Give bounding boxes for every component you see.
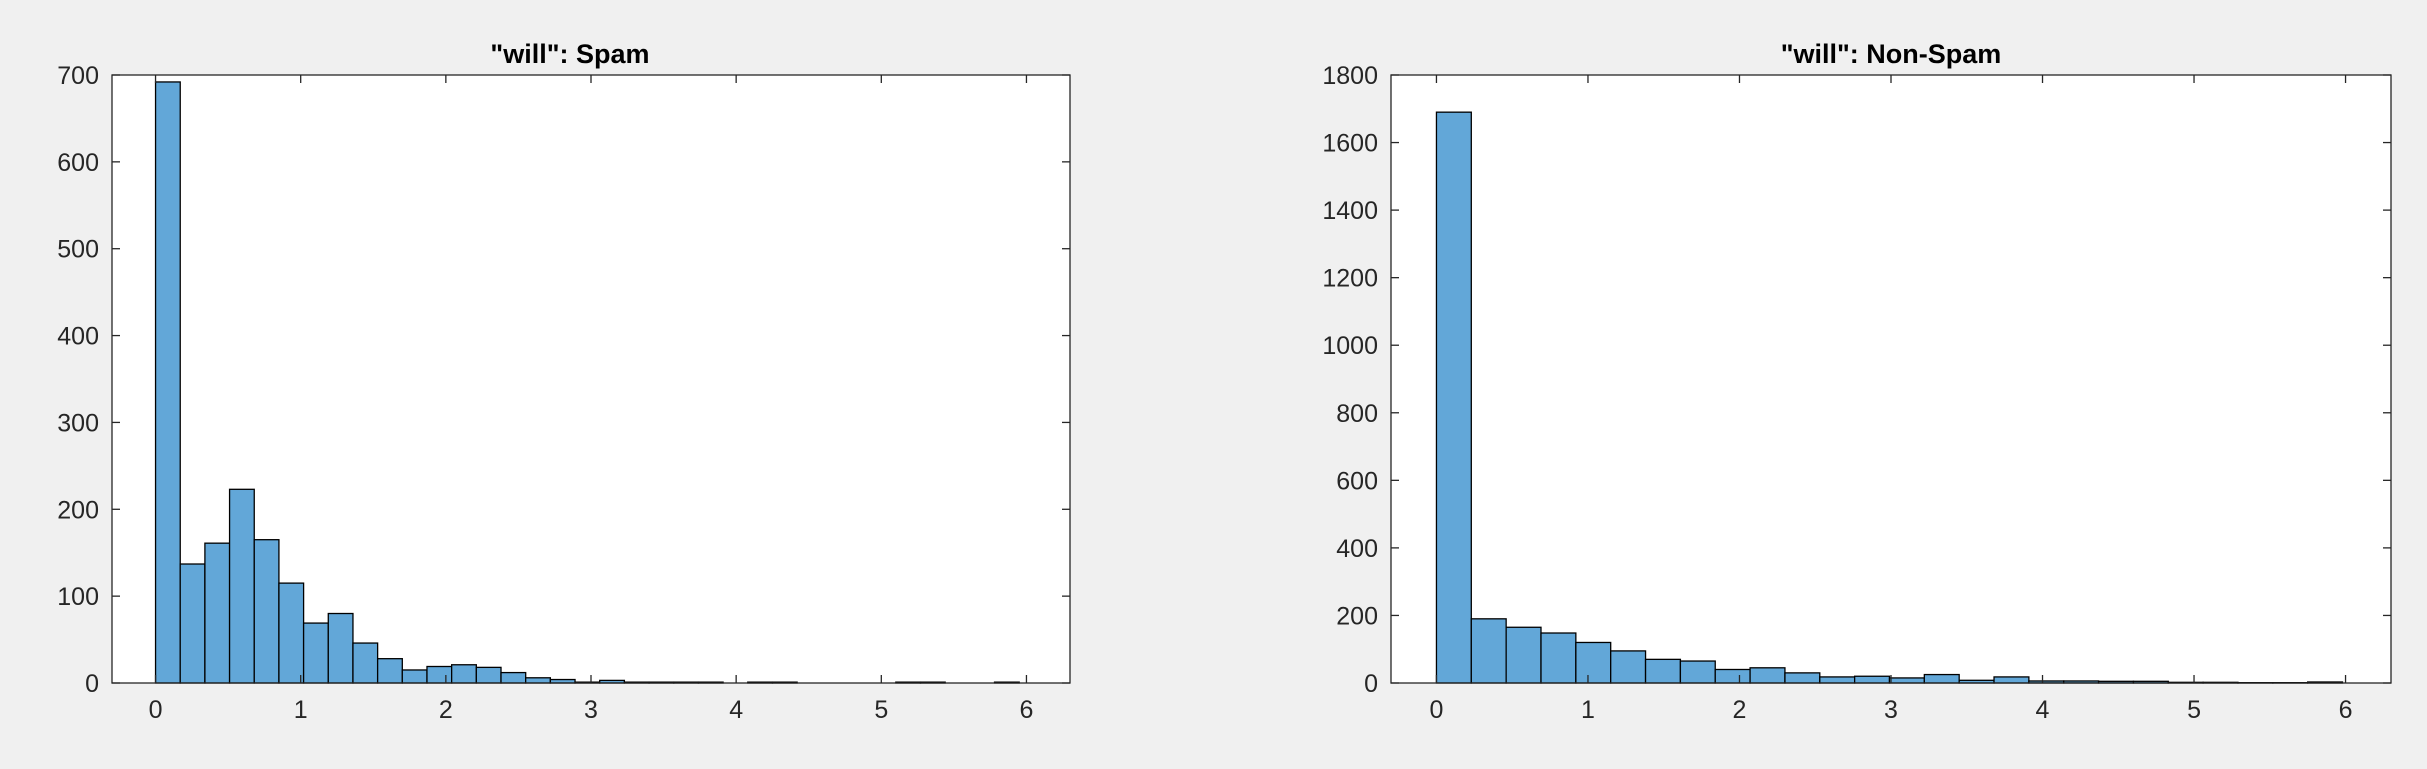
y-tick-label: 400	[1336, 535, 1378, 563]
histogram-bar	[450, 664, 477, 684]
histogram-bar	[500, 671, 527, 684]
x-tick-label: 4	[2036, 696, 2050, 724]
histogram-bar	[1505, 626, 1542, 684]
x-tick-label: 6	[1020, 696, 1034, 724]
x-tick-label: 2	[439, 696, 453, 724]
histogram-bar	[1714, 668, 1751, 684]
x-tick-label: 3	[1884, 696, 1898, 724]
histogram-bar	[179, 563, 206, 684]
histogram-bar	[401, 669, 428, 684]
histogram-bar	[1679, 660, 1716, 684]
histogram-bar	[1784, 672, 1821, 684]
histogram-bar	[278, 582, 305, 684]
histogram-bar	[1853, 675, 1891, 684]
histogram-bar	[426, 665, 453, 684]
histogram-bar	[1819, 676, 1856, 684]
y-tick-label: 400	[57, 323, 99, 351]
histogram-bar	[525, 677, 552, 684]
x-tick-label: 0	[1430, 696, 1444, 724]
histogram-bar	[1993, 676, 2030, 684]
histogram-bar	[376, 658, 403, 684]
histogram-bar	[154, 81, 181, 684]
y-tick-label: 600	[57, 149, 99, 177]
y-tick-label: 600	[1336, 467, 1378, 495]
histogram-bar	[1540, 632, 1577, 684]
y-tick-label: 1000	[1322, 332, 1378, 360]
x-tick-label: 1	[294, 696, 308, 724]
y-tick-label: 1600	[1322, 130, 1378, 158]
histogram-bar	[204, 542, 231, 684]
bars	[154, 81, 1020, 684]
histogram-bar	[352, 642, 379, 684]
chart-title: "will": Non-Spam	[1781, 39, 2002, 69]
histogram-bar	[1888, 677, 1925, 684]
y-tick-label: 1200	[1322, 265, 1378, 293]
histogram-bar	[475, 666, 502, 684]
y-tick-label: 200	[1336, 602, 1378, 630]
x-tick-label: 1	[1581, 696, 1595, 724]
plot-area	[1391, 75, 2391, 683]
histogram-bar	[1923, 673, 1960, 684]
y-tick-label: 100	[57, 583, 99, 611]
y-tick-label: 700	[57, 62, 99, 90]
y-tick-label: 1400	[1322, 197, 1378, 225]
y-tick-label: 0	[85, 670, 99, 698]
y-tick-label: 200	[57, 496, 99, 524]
histogram-bar	[1644, 658, 1682, 684]
x-tick-label: 5	[874, 696, 888, 724]
y-tick-label: 500	[57, 236, 99, 264]
y-tick-label: 0	[1364, 670, 1378, 698]
ticks: 0 1 2 3 4 5 6 0 200 400 600 800 1000 1200 1400 1600 1800	[1322, 62, 2391, 724]
y-tick-label: 1800	[1322, 62, 1378, 90]
histogram-bar	[1470, 618, 1507, 684]
x-tick-label: 3	[584, 696, 598, 724]
chart-title: "will": Spam	[490, 39, 649, 69]
histogram-bar	[1749, 667, 1786, 684]
x-tick-label: 6	[2339, 696, 2353, 724]
y-tick-label: 800	[1336, 400, 1378, 428]
chart-non-spam: 0 1 2 3 4 5 6 0 200 400 600 800 1000 1200 1400 1600 1800…	[1322, 39, 2392, 724]
histogram-bar	[253, 539, 280, 684]
bars	[1435, 111, 2344, 684]
x-tick-label: 4	[729, 696, 743, 724]
x-tick-label: 0	[149, 696, 163, 724]
x-tick-label: 5	[2187, 696, 2201, 724]
chart-spam: 0 1 2 3 4 5 6 0 100 200 300 400 500 600 700 "will": Sp…	[57, 39, 1071, 724]
histogram-bar	[228, 488, 255, 684]
histogram-bar	[302, 622, 329, 684]
histogram-bar	[1435, 111, 1472, 684]
histogram-bar	[1610, 650, 1647, 684]
ticks: 0 1 2 3 4 5 6 0 100 200 300 400 500 600 700	[57, 62, 1070, 724]
histogram-bar	[1575, 641, 1612, 684]
y-tick-label: 300	[57, 409, 99, 437]
histogram-bar	[327, 612, 354, 684]
x-tick-label: 2	[1733, 696, 1747, 724]
